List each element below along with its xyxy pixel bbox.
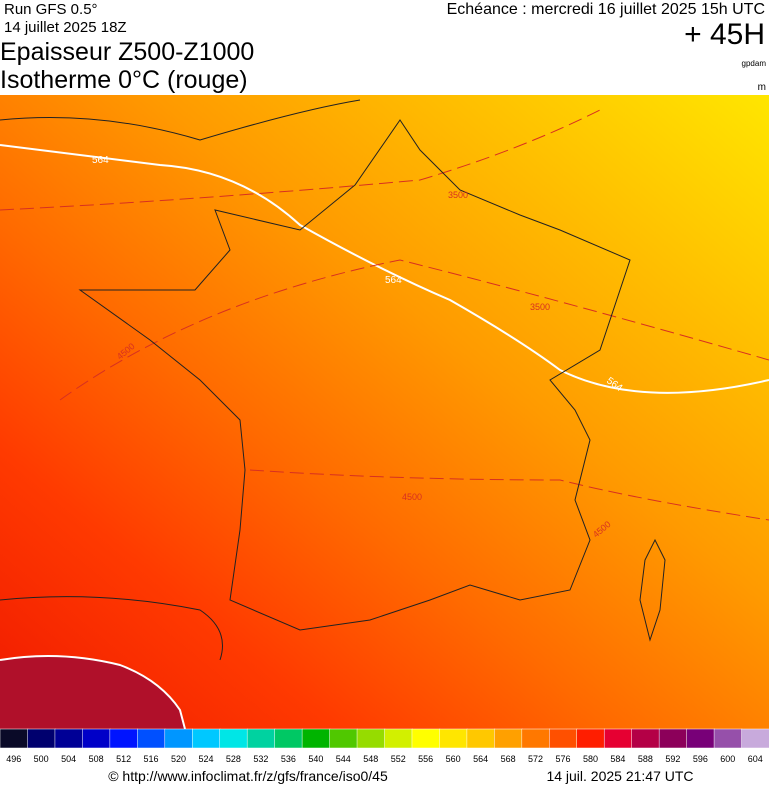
legend-swatch [219, 728, 248, 749]
run-label: Run GFS 0.5° [4, 1, 98, 18]
legend-label: 580 [583, 754, 598, 764]
legend-swatch [521, 728, 551, 749]
legend-label: 560 [446, 754, 461, 764]
legend-label: 572 [528, 754, 543, 764]
unit-2: m [758, 82, 766, 93]
legend-label: 540 [308, 754, 323, 764]
legend-label: 512 [116, 754, 131, 764]
legend-label: 516 [144, 754, 159, 764]
legend-label: 576 [556, 754, 571, 764]
timestamp: 14 juil. 2025 21:47 UTC [546, 768, 693, 784]
france-outline [78, 119, 631, 631]
legend-label: 532 [253, 754, 268, 764]
legend-label: 556 [418, 754, 433, 764]
run-date: 14 juillet 2025 18Z [4, 19, 127, 36]
legend-label: 552 [391, 754, 406, 764]
legend-label: 536 [281, 754, 296, 764]
legend-swatch [713, 728, 743, 749]
legend-swatch [658, 728, 688, 749]
contour-label: 4500 [402, 492, 422, 502]
legend-swatch [54, 728, 84, 749]
legend-swatch [356, 728, 386, 749]
legend-swatch [301, 728, 331, 749]
legend-label: 568 [501, 754, 516, 764]
lead-time: + 45H [684, 18, 765, 51]
contour-label: 564 [92, 155, 109, 166]
legend-label: 528 [226, 754, 241, 764]
spain-coast [0, 596, 223, 661]
color-legend: 496 500 504 508 512 516 520 524 528 532 536 540 544 5… [0, 728, 769, 764]
legend-swatch [494, 728, 523, 749]
contour-line [0, 655, 186, 730]
legend-swatch [411, 728, 441, 749]
legend-label: 600 [720, 754, 735, 764]
legend-label: 584 [610, 754, 625, 764]
legend-label: 508 [89, 754, 104, 764]
valid-time: Echéance : mercredi 16 juillet 2025 15h … [447, 1, 765, 18]
legend-label: 504 [61, 754, 76, 764]
legend-swatch [741, 728, 769, 749]
contour-564 [0, 144, 769, 394]
legend-swatch [576, 728, 605, 749]
legend-swatch [137, 728, 166, 749]
legend-label: 544 [336, 754, 351, 764]
legend-label: 588 [638, 754, 653, 764]
unit-1: gpdam [742, 59, 767, 68]
legend-swatch [0, 728, 29, 749]
legend-swatch [603, 728, 633, 749]
legend-swatch [274, 728, 303, 749]
legend-label: 564 [473, 754, 488, 764]
uk-coast [0, 99, 361, 141]
legend-label: 524 [198, 754, 213, 764]
legend-swatch [109, 728, 139, 749]
legend-swatch [686, 728, 715, 749]
legend-swatch [439, 728, 468, 749]
legend-label: 604 [748, 754, 763, 764]
legend-swatch [164, 728, 194, 749]
legend-label: 548 [363, 754, 378, 764]
title-2: Isotherme 0°C (rouge) [0, 66, 248, 94]
title-1: Epaisseur Z500-Z1000 [0, 38, 254, 66]
source-url: © http://www.infoclimat.fr/z/gfs/france/… [108, 768, 388, 784]
legend-swatch [466, 728, 496, 749]
isotherm-line [249, 469, 769, 521]
legend-label: 496 [6, 754, 21, 764]
isotherm-line [59, 259, 769, 401]
contour-label: 3500 [530, 302, 550, 312]
legend-swatch [384, 728, 413, 749]
isotherm-line [0, 109, 601, 211]
legend-swatch [329, 728, 358, 749]
legend-swatch [631, 728, 660, 749]
legend-label: 500 [34, 754, 49, 764]
legend-label: 520 [171, 754, 186, 764]
map: 564 564 564 3500 3500 4500 4500 4500 [0, 95, 769, 730]
map-field [0, 95, 769, 729]
legend-label: 592 [665, 754, 680, 764]
corsica-outline [639, 538, 666, 642]
contour-label: 564 [385, 275, 402, 286]
legend-label: 596 [693, 754, 708, 764]
contour-label: 3500 [448, 190, 468, 200]
legend-swatch [82, 728, 111, 749]
legend-swatch [549, 728, 578, 749]
legend-swatch [27, 728, 56, 749]
legend-swatch [246, 728, 276, 749]
legend-swatch [192, 728, 221, 749]
